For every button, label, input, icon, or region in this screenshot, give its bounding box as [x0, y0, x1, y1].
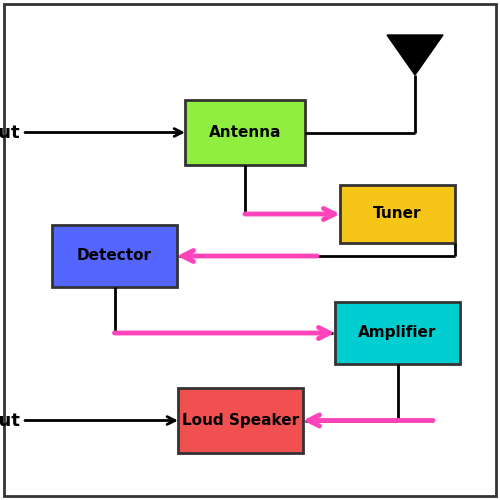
Text: Output: Output [0, 412, 20, 430]
Text: Amplifier: Amplifier [358, 326, 436, 340]
Text: Tuner: Tuner [373, 206, 422, 222]
Bar [52, 225, 177, 287]
Bar [185, 100, 305, 165]
Text: Antenna: Antenna [209, 125, 281, 140]
Text: Input: Input [0, 124, 20, 142]
Text: Loud Speaker: Loud Speaker [182, 413, 299, 428]
Bar [178, 388, 303, 453]
Bar [340, 185, 455, 243]
Bar [335, 302, 460, 364]
Text: Detector: Detector [77, 248, 152, 264]
Polygon shape [387, 35, 443, 75]
